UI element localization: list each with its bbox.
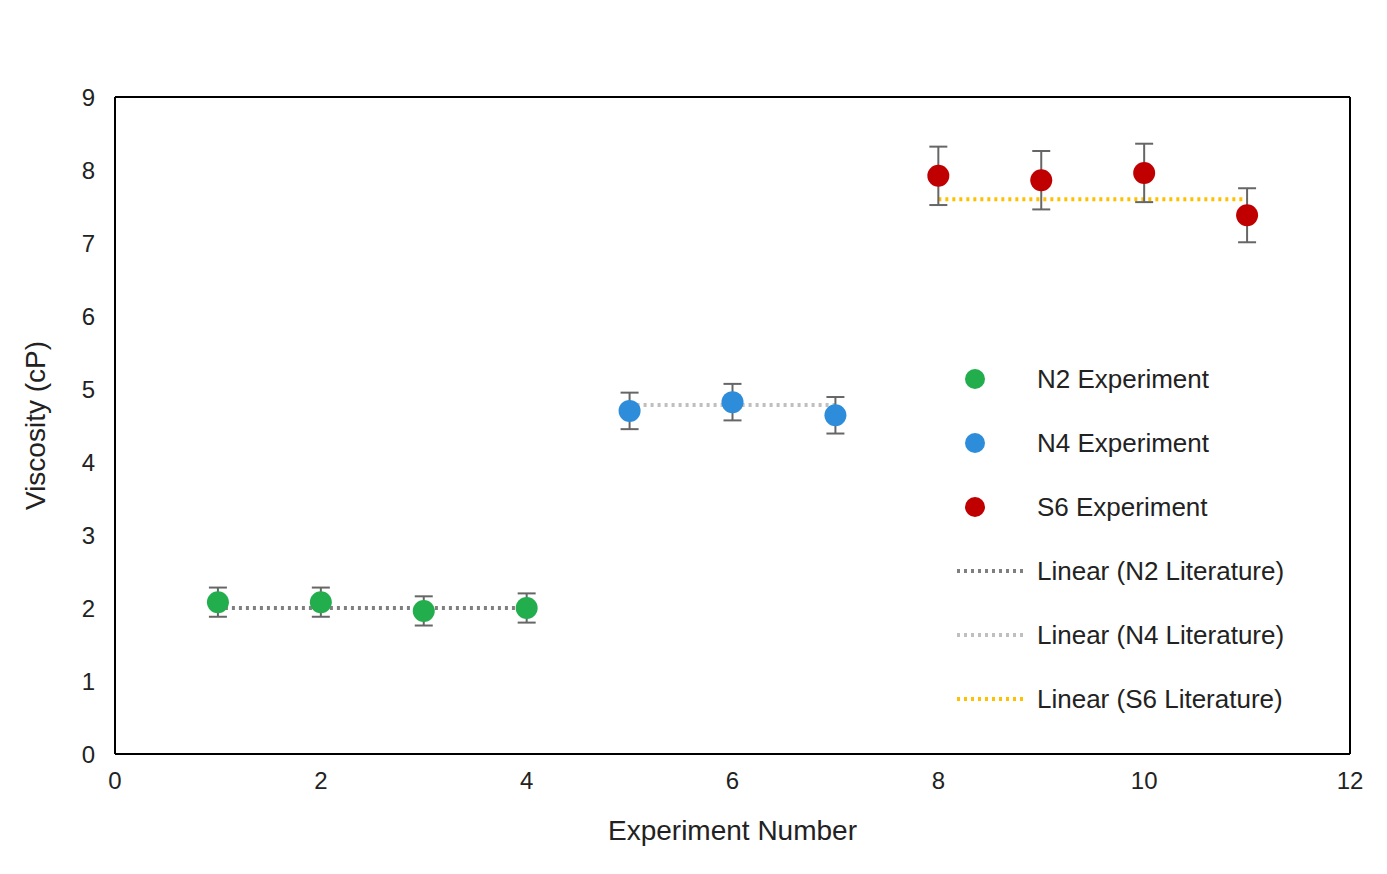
svg-text:0: 0 [108,767,121,794]
svg-text:6: 6 [82,303,95,330]
svg-text:2: 2 [82,595,95,622]
html-text:N4 Experiment: N4 Experiment [1037,427,1209,458]
svg-text:1: 1 [82,668,95,695]
html-text:N2 Experiment: N2 Experiment [1037,363,1209,394]
svg-text:2: 2 [314,767,327,794]
svg-text:5: 5 [82,376,95,403]
html-text:Linear (N4 Literature): Linear (N4 Literature) [1037,619,1285,650]
svg-text:3: 3 [82,522,95,549]
html-text:Linear (S6 Literature): Linear (S6 Literature) [1037,683,1283,714]
svg-text:10: 10 [1131,767,1158,794]
svg-text:7: 7 [82,230,95,257]
svg-text:4: 4 [82,449,95,476]
svg-text:8: 8 [82,157,95,184]
svg-text:Experiment Number: Experiment Number [608,815,857,846]
html-text:S6 Experiment: S6 Experiment [1037,491,1208,522]
svg-text:4: 4 [520,767,533,794]
svg-text:6: 6 [726,767,739,794]
svg-text:9: 9 [82,84,95,111]
svg-text:Viscosity (cP): Viscosity (cP) [20,341,51,510]
svg-text:8: 8 [932,767,945,794]
svg-text:0: 0 [82,741,95,768]
html-text:Linear (N2 Literature): Linear (N2 Literature) [1037,555,1285,586]
svg-text:12: 12 [1337,767,1364,794]
